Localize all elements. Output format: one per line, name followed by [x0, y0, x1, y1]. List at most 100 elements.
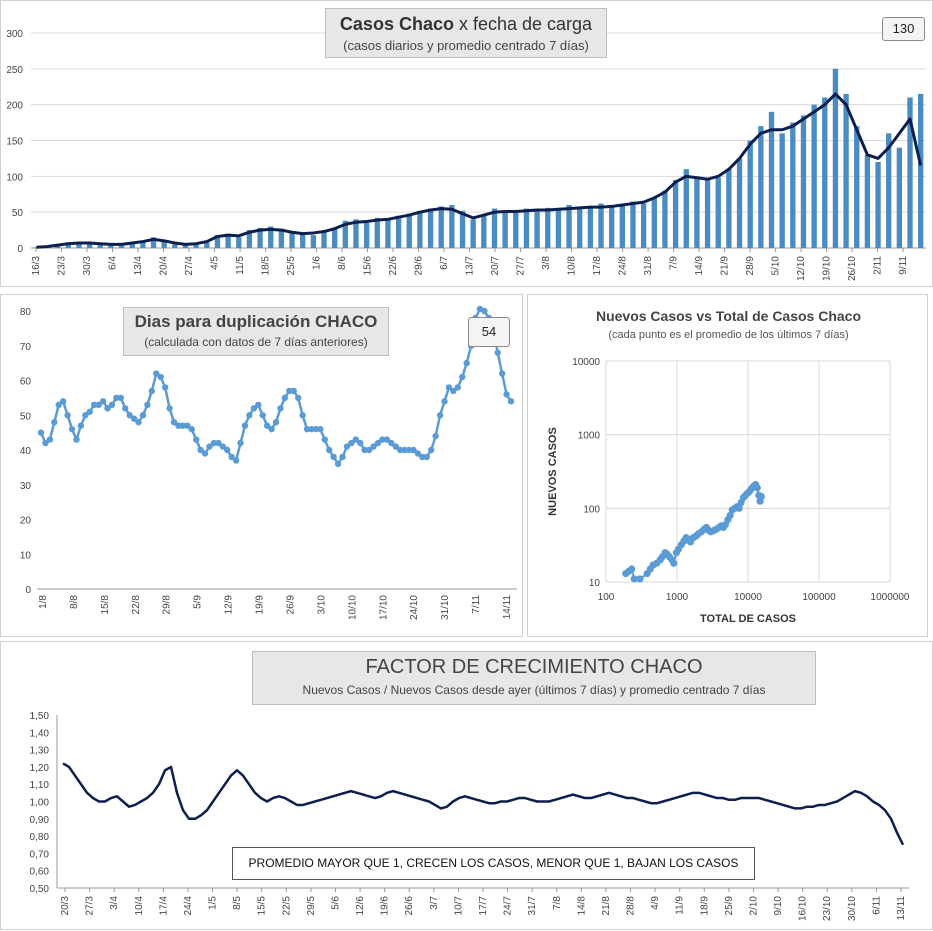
factor-ytick-label: 1,30 [30, 746, 50, 757]
duplicacion-point [396, 446, 404, 454]
casos-bar [385, 219, 391, 248]
casos-xtick-label: 20/4 [159, 256, 170, 276]
duplicacion-xtick-label: 12/9 [224, 595, 235, 615]
duplicacion-point [188, 425, 195, 433]
factor-xtick-label: 22/5 [281, 896, 292, 916]
duplicacion-point [108, 401, 116, 409]
scatter-xtick-label: 10000 [734, 592, 762, 603]
factor-xtick-label: 23/10 [822, 896, 833, 921]
duplicacion-chart-panel: 0 10 20 30 40 50 60 70 80 1/8 8/8 15/8 22/8 29/8 5/9 12… [0, 294, 523, 637]
factor-xtick-label: 8/5 [232, 896, 243, 910]
duplicacion-point [237, 439, 244, 447]
duplicacion-point [184, 422, 191, 429]
duplicacion-point [503, 391, 510, 398]
scatter-point [735, 504, 743, 512]
casos-bar [427, 208, 434, 248]
factor-xtick-label: 4/9 [650, 896, 661, 910]
casos-bar [363, 222, 370, 248]
casos-xtick-label: 25/5 [286, 256, 297, 276]
casos-xtick-label: 21/9 [720, 256, 731, 276]
casos-bar [225, 233, 231, 248]
duplicacion-xtick-label: 29/8 [162, 595, 173, 615]
casos-xtick-label: 15/6 [363, 256, 374, 276]
duplicacion-point [139, 412, 147, 419]
duplicacion-xtick-label: 17/10 [378, 595, 389, 620]
duplicacion-point [432, 432, 439, 440]
duplicacion-xtick-label: 22/8 [131, 595, 142, 615]
duplicacion-xtick-label: 24/10 [409, 595, 420, 620]
casos-bar [800, 115, 807, 249]
duplicacion-point [55, 401, 62, 409]
casos-bar [481, 215, 487, 248]
casos-bar [406, 213, 412, 248]
factor-chart-panel: 0,50 0,60 0,70 0,80 0,90 1,00 1,10 1,20 1,30 1,40… [0, 641, 933, 930]
casos-bar [161, 240, 167, 248]
duplicacion-point [419, 453, 426, 461]
scatter-xtick-label: 1000 [666, 592, 689, 603]
casos-bar [715, 177, 721, 248]
duplicacion-point [192, 436, 200, 443]
duplicacion-point [290, 387, 297, 395]
duplicacion-point [281, 394, 289, 402]
duplicacion-point [272, 419, 280, 426]
factor-xtick-label: 31/7 [527, 896, 538, 916]
scatter-title: Nuevos Casos vs Total de Casos Chaco [595, 308, 862, 324]
casos-xtick-label: 10/8 [567, 256, 578, 276]
casos-bar [86, 242, 93, 248]
duplicacion-ytick-label: 80 [20, 307, 32, 318]
factor-xtick-label: 3/4 [109, 896, 120, 910]
casos-xtick-label: 4/5 [210, 256, 221, 270]
factor-xtick-label: 16/10 [798, 896, 809, 921]
duplicacion-point [113, 394, 120, 402]
casos-bar [694, 176, 700, 248]
duplicacion-point [379, 436, 386, 443]
casos-title-bold: Casos Chaco [339, 14, 454, 34]
casos-xtick-label: 6/4 [108, 256, 119, 270]
casos-bar [150, 237, 157, 248]
duplicacion-point [51, 419, 58, 426]
duplicacion-point [374, 439, 382, 447]
casos-bar [353, 219, 359, 248]
duplicacion-xtick-label: 5/9 [193, 595, 204, 609]
duplicacion-ytick-label: 40 [20, 446, 32, 457]
casos-bar [790, 122, 796, 248]
duplicacion-point [144, 401, 151, 409]
casos-ytick-label: 0 [17, 244, 23, 255]
casos-bar [76, 242, 82, 248]
casos-bar [204, 242, 210, 248]
casos-bar [246, 230, 253, 248]
casos-bar [182, 245, 189, 248]
casos-bar [417, 210, 423, 248]
factor-xtick-label: 26/6 [404, 896, 415, 916]
scatter-xtick-label: 100000 [802, 592, 836, 603]
duplicacion-point [161, 384, 169, 391]
factor-xtick-label: 15/5 [257, 896, 268, 916]
casos-xtick-label: 13/7 [465, 256, 476, 276]
duplicacion-point [68, 425, 76, 433]
factor-xtick-label: 18/9 [699, 896, 710, 916]
duplicacion-xtick-label: 14/11 [502, 595, 513, 620]
duplicacion-point [326, 446, 333, 454]
factor-xtick-label: 28/8 [626, 896, 637, 916]
scatter-point [630, 575, 638, 583]
duplicacion-point [308, 425, 315, 433]
casos-bar [491, 208, 498, 248]
casos-bar [502, 210, 508, 248]
duplicacion-point [135, 419, 142, 426]
casos-chart: 0 50 100 150 200 250 300 16/3 23/3 30/3 6/4 13/4 20/… [6, 29, 926, 281]
factor-xtick-label: 3/7 [429, 896, 440, 910]
duplicacion-point [126, 412, 133, 419]
scatter-xtick-label: 1000000 [871, 592, 910, 603]
factor-annotation: PROMEDIO MAYOR QUE 1, CRECEN LOS CASOS, … [232, 847, 755, 880]
casos-bar [577, 208, 583, 248]
factor-xtick-label: 13/11 [896, 896, 907, 921]
casos-xtick-label: 27/7 [516, 256, 527, 276]
duplicacion-point [494, 349, 501, 356]
factor-xtick-label: 9/10 [773, 896, 784, 916]
duplicacion-point [348, 439, 355, 447]
casos-bar [704, 179, 711, 248]
duplicacion-xtick-label: 15/8 [100, 595, 111, 615]
factor-ytick-label: 1,10 [30, 780, 50, 791]
duplicacion-point [104, 405, 111, 412]
casos-bar [598, 203, 604, 248]
